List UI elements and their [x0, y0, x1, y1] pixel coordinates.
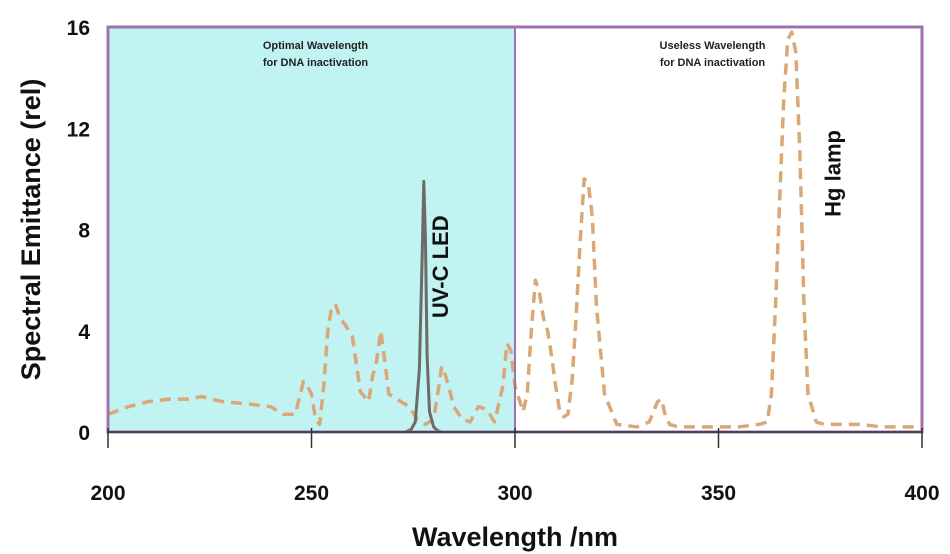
region-useless: [515, 27, 922, 432]
y-axis-title: Spectral Emittance (rel): [16, 79, 46, 381]
region-optimal-label-line1: Optimal Wavelength: [263, 40, 369, 52]
x-tick-labels: 200 250 300 350 400: [90, 482, 939, 505]
series-label-hg-lamp: Hg lamp: [821, 130, 846, 217]
x-tick-label: 300: [497, 482, 532, 505]
x-axis-title: Wavelength /nm: [412, 522, 618, 552]
region-optimal-label-line2: for DNA inactivation: [263, 57, 369, 69]
region-optimal: [108, 27, 515, 432]
series-label-uvc-led: UV-C LED: [428, 215, 453, 318]
x-tick-marks: [107, 428, 923, 448]
y-tick-label: 0: [78, 422, 90, 445]
y-tick-label: 4: [78, 321, 90, 344]
x-tick-label: 250: [294, 482, 329, 505]
x-tick-label: 200: [90, 482, 125, 505]
y-tick-label: 12: [67, 118, 90, 141]
region-useless-label-line2: for DNA inactivation: [660, 57, 766, 69]
x-tick-label: 400: [904, 482, 939, 505]
y-tick-label: 8: [78, 220, 90, 243]
series-hg-lamp-line: [107, 30, 922, 429]
x-tick-label: 350: [701, 482, 736, 505]
region-useless-label-line1: Useless Wavelength: [660, 40, 766, 52]
series-uvc-led-line: [404, 179, 443, 434]
y-tick-labels: 0 4 8 12 16: [67, 17, 91, 445]
y-tick-label: 16: [67, 17, 90, 40]
